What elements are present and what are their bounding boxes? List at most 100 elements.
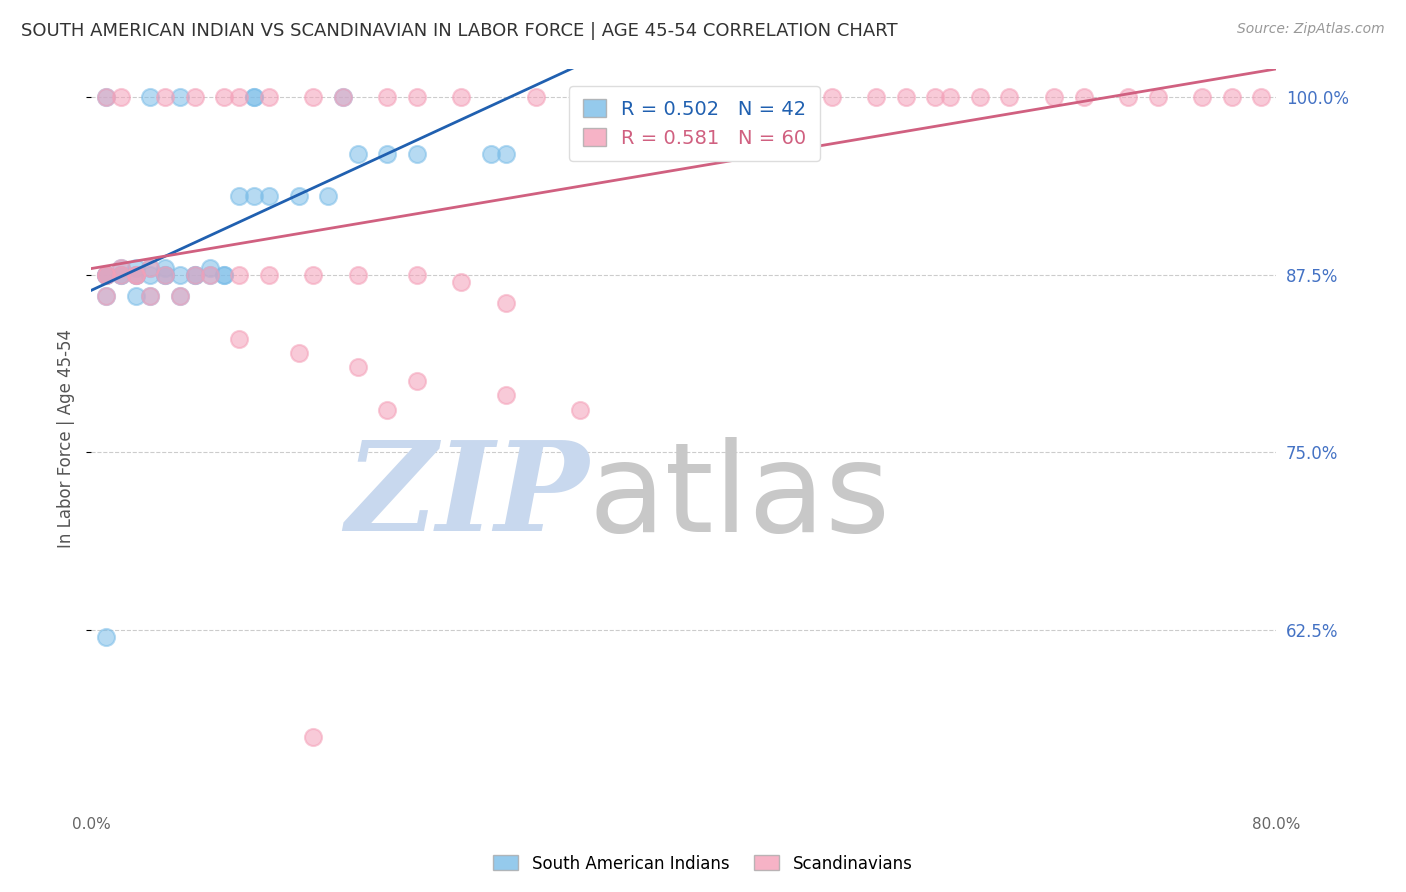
Point (94, 90, 117, 104)
Point (821, 90, 844, 104)
Point (346, 268, 368, 282)
Point (998, 90, 1021, 104)
Y-axis label: In Labor Force | Age 45-54: In Labor Force | Age 45-54 (58, 328, 75, 548)
Point (139, 260, 162, 275)
Point (110, 260, 132, 275)
Point (377, 146, 399, 161)
Point (524, 90, 547, 104)
Point (124, 260, 146, 275)
Point (1220, 90, 1243, 104)
Point (94, 268, 117, 282)
Point (94, 268, 117, 282)
Point (184, 268, 207, 282)
Point (865, 90, 887, 104)
Point (924, 90, 946, 104)
Point (450, 275, 472, 289)
Point (406, 90, 429, 104)
Legend: South American Indians, Scandinavians: South American Indians, Scandinavians (486, 848, 920, 880)
Point (228, 268, 250, 282)
Point (139, 268, 162, 282)
Point (568, 90, 591, 104)
Point (155, 268, 177, 282)
Point (346, 146, 368, 161)
Point (110, 260, 132, 275)
Point (1191, 90, 1213, 104)
Point (94, 630, 117, 644)
Point (124, 268, 146, 282)
Point (1073, 90, 1095, 104)
Point (169, 289, 191, 303)
Point (214, 90, 236, 104)
Point (969, 90, 991, 104)
Text: atlas: atlas (589, 437, 891, 558)
Point (139, 289, 162, 303)
Point (346, 359, 368, 374)
Point (94, 268, 117, 282)
Point (939, 90, 962, 104)
Text: Source: ZipAtlas.com: Source: ZipAtlas.com (1237, 22, 1385, 37)
Point (894, 90, 917, 104)
Point (169, 90, 191, 104)
Point (214, 268, 236, 282)
Point (406, 146, 429, 161)
Point (287, 346, 309, 360)
Point (243, 90, 266, 104)
Point (94, 268, 117, 282)
Point (332, 90, 354, 104)
Point (406, 374, 429, 388)
Point (643, 90, 665, 104)
Text: SOUTH AMERICAN INDIAN VS SCANDINAVIAN IN LABOR FORCE | AGE 45-54 CORRELATION CHA: SOUTH AMERICAN INDIAN VS SCANDINAVIAN IN… (21, 22, 897, 40)
Point (228, 90, 250, 104)
Point (479, 146, 502, 161)
Point (124, 289, 146, 303)
Point (184, 268, 207, 282)
Point (155, 268, 177, 282)
Point (790, 90, 813, 104)
Point (257, 189, 280, 203)
Point (155, 268, 177, 282)
Point (155, 90, 177, 104)
Point (568, 402, 591, 417)
Point (1250, 90, 1272, 104)
Point (94, 289, 117, 303)
Point (139, 289, 162, 303)
Point (243, 189, 266, 203)
Point (302, 730, 325, 744)
Text: ZIP: ZIP (344, 436, 589, 558)
Point (228, 189, 250, 203)
Point (139, 90, 162, 104)
Point (257, 90, 280, 104)
Point (94, 268, 117, 282)
Point (155, 260, 177, 275)
Point (302, 90, 325, 104)
Point (702, 90, 724, 104)
Point (124, 268, 146, 282)
Point (110, 90, 132, 104)
Point (94, 90, 117, 104)
Point (495, 388, 517, 402)
Point (1043, 90, 1066, 104)
Point (124, 268, 146, 282)
Point (776, 90, 799, 104)
Point (495, 146, 517, 161)
Point (139, 260, 162, 275)
Point (184, 268, 207, 282)
Point (198, 268, 221, 282)
Point (302, 268, 325, 282)
Point (124, 268, 146, 282)
Point (169, 289, 191, 303)
Point (287, 189, 309, 203)
Point (110, 268, 132, 282)
Point (450, 90, 472, 104)
Point (169, 268, 191, 282)
Point (243, 90, 266, 104)
Point (1146, 90, 1168, 104)
Point (1116, 90, 1139, 104)
Point (377, 402, 399, 417)
Point (495, 296, 517, 310)
Point (198, 260, 221, 275)
Point (110, 268, 132, 282)
Point (214, 268, 236, 282)
Point (198, 268, 221, 282)
Point (316, 189, 339, 203)
